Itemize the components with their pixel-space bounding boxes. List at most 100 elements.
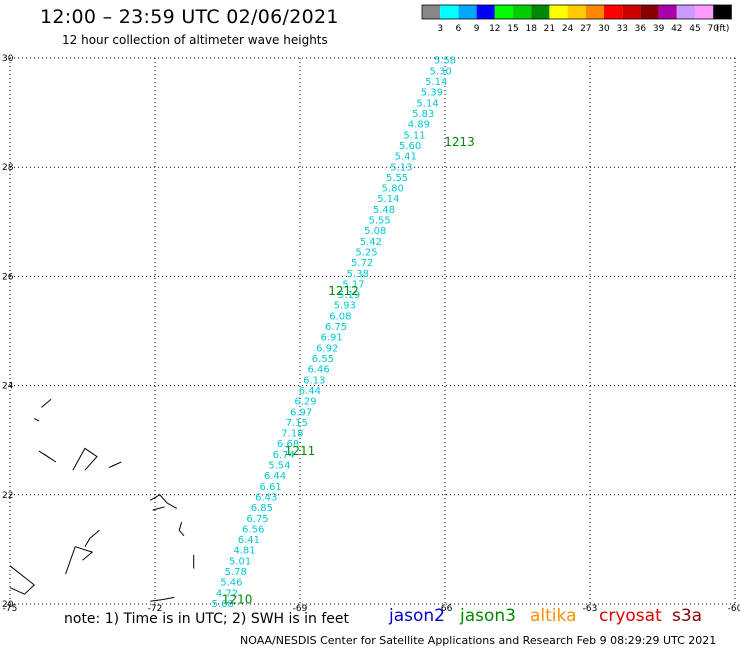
legend-label: 24 [562, 24, 574, 34]
satellite-name-jason3: jason3 [460, 606, 516, 626]
time-label: 1211 [285, 444, 316, 458]
swh-value: 5.11 [403, 130, 425, 141]
swh-value: 5.14 [425, 77, 447, 88]
legend-label: 39 [653, 24, 665, 34]
legend-label: 18 [525, 24, 537, 34]
swh-value: 5.19 [338, 290, 360, 301]
lon-tick-label: -72 [148, 604, 163, 614]
coastline [152, 506, 165, 511]
lat-tick-label: 22 [2, 491, 13, 501]
lon-tick-label: -63 [583, 604, 598, 614]
swh-value: 6.91 [321, 333, 343, 344]
satellite-name-s3a: s3a [672, 606, 703, 626]
swh-value: 5.14 [377, 194, 399, 205]
swh-value: 6.29 [294, 397, 316, 408]
legend-label: 21 [544, 24, 555, 34]
legend-label: 70 [707, 24, 719, 34]
legend-unit: (ft) [716, 24, 730, 34]
coastline [149, 494, 178, 509]
legend-swatch [713, 5, 732, 19]
legend-label: 30 [598, 24, 610, 34]
swh-value: 6.61 [259, 482, 281, 493]
time-label: 1212 [328, 284, 359, 298]
legend-swatch [695, 5, 714, 19]
coastline [33, 417, 40, 422]
swh-value: 6.97 [290, 407, 312, 418]
swh-value: 6.43 [255, 492, 277, 503]
swh-value: 6.41 [238, 535, 260, 546]
lat-tick-label: 30 [2, 54, 14, 64]
satellite-name-jason2: jason2 [389, 606, 445, 626]
coastline [150, 596, 175, 602]
legend-frame [421, 4, 732, 20]
legend-label: 45 [689, 24, 700, 34]
swh-value: 5.30 [430, 66, 452, 77]
legend-label: 36 [635, 24, 647, 34]
swh-value: 5.14 [416, 98, 438, 109]
lat-tick-label: 28 [2, 163, 14, 173]
legend-label: 27 [580, 24, 591, 34]
swh-value: 6.55 [312, 354, 334, 365]
legend-swatch [531, 5, 550, 19]
swh-value: 5.08 [212, 599, 234, 610]
swh-value: 5.58 [434, 56, 456, 67]
satellite-name-altika: altika [530, 606, 577, 626]
swh-value: 6.92 [316, 343, 338, 354]
swh-value: 6.13 [303, 375, 325, 386]
swh-value: 5.46 [220, 578, 242, 589]
map-title: 12:00 – 23:59 UTC 02/06/2021 [40, 6, 339, 28]
legend-swatch [640, 5, 659, 19]
swh-value: 5.80 [382, 184, 404, 195]
satellite-name-cryosat: cryosat [599, 606, 662, 626]
legend-swatch [585, 5, 604, 19]
legend-swatch [458, 5, 477, 19]
coastline [108, 461, 122, 468]
legend-swatch [622, 5, 641, 19]
swh-value: 5.39 [421, 88, 443, 99]
lon-tick-label: -66 [438, 604, 453, 614]
swh-value: 5.41 [395, 152, 417, 163]
legend-swatch [604, 5, 623, 19]
swh-value: 5.54 [268, 461, 290, 472]
legend-swatch [658, 5, 677, 19]
legend-swatch [494, 5, 513, 19]
swh-value: 6.46 [307, 365, 329, 376]
map-subtitle: 12 hour collection of altimeter wave hei… [62, 33, 328, 47]
swh-value: 5.42 [360, 237, 382, 248]
legend-swatch [549, 5, 568, 19]
swh-value: 6.85 [251, 503, 273, 514]
footnote: note: 1) Time is in UTC; 2) SWH is in fe… [64, 611, 350, 627]
legend-swatch [567, 5, 586, 19]
swh-value: 5.55 [386, 173, 408, 184]
coastline [72, 447, 98, 471]
swh-value: 6.75 [325, 322, 347, 333]
lat-tick-label: 26 [2, 272, 14, 282]
swh-value: 5.83 [412, 109, 434, 120]
coastline [84, 529, 100, 547]
coastline [41, 398, 52, 408]
legend-label: 3 [437, 24, 443, 34]
lat-tick-label: 24 [2, 382, 14, 392]
legend-label: 33 [616, 24, 627, 34]
swh-value: 7.18 [281, 429, 303, 440]
swh-value: 5.17 [342, 279, 364, 290]
swh-value: 6.74 [273, 450, 295, 461]
time-label: 1210 [222, 593, 253, 607]
swh-value: 5.93 [334, 301, 356, 312]
legend-label: 9 [474, 24, 480, 34]
swh-value: 4.72 [216, 588, 238, 599]
swh-value: 6.44 [299, 386, 321, 397]
swh-value: 6.08 [329, 311, 351, 322]
swh-value: 4.81 [233, 546, 255, 557]
swh-value: 5.55 [368, 216, 390, 227]
coastline [65, 546, 94, 575]
swh-value: 5.78 [225, 567, 247, 578]
lon-tick-label: -75 [3, 604, 18, 614]
swh-value: 5.01 [229, 556, 251, 567]
legend-swatch [476, 5, 495, 19]
legend-label: 42 [671, 24, 682, 34]
swh-value: 4.89 [408, 120, 430, 131]
swh-value: 7.15 [286, 418, 308, 429]
coastline [9, 565, 35, 595]
swh-value: 5.08 [364, 226, 386, 237]
